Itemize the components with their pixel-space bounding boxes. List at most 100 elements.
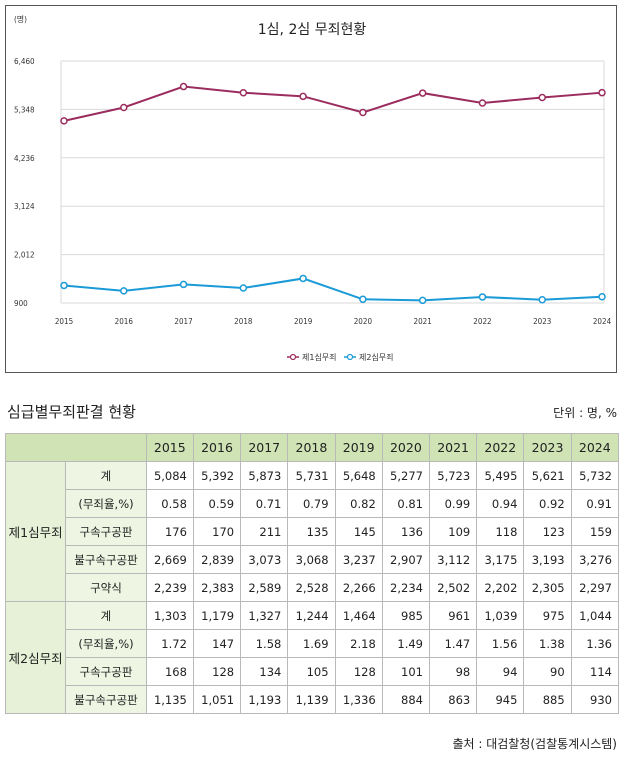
x-tick-label: 2021: [414, 317, 432, 326]
table-cell: 5,084: [145, 461, 194, 490]
table-cell: 1.69: [287, 629, 336, 658]
x-tick-label: 2022: [473, 317, 491, 326]
table-cell: 1,303: [145, 601, 194, 630]
row-label: 구속구공판: [65, 657, 147, 686]
year-header: 2022: [476, 433, 525, 462]
table-row: 제1심무죄 계 5,084 5,392 5,873 5,731 5,648 5,277 5,72…: [4, 461, 620, 602]
table-row: 제2심무죄 계 1,303 1,179 1,327 1,244 1,464 985 961 1,0…: [4, 601, 620, 714]
table-cell: 1,179: [192, 601, 242, 630]
data-point: [538, 93, 546, 102]
x-tick-label: 2024: [593, 317, 612, 326]
table-row: 구약식 2,239 2,383 2,589 2,528 2,266 2,234 2,502 2,…: [6, 573, 620, 602]
table-cell: 2,383: [192, 573, 242, 602]
table-cell: 2,297: [570, 573, 620, 602]
year-header: 2018: [287, 433, 336, 462]
table-cell: 2,234: [381, 573, 430, 602]
data-point: [598, 88, 606, 97]
table-cell: 2,669: [145, 545, 194, 574]
table-cell: 863: [428, 685, 478, 714]
table-row: (무죄율,%) 0.58 0.59 0.71 0.79 0.82 0.81 0.99 0.94 0…: [6, 489, 620, 518]
year-header: 2017: [240, 433, 289, 462]
table-cell: 109: [428, 517, 478, 546]
table-cell: 1.36: [570, 629, 620, 658]
data-point: [239, 88, 248, 97]
y-unit-label: (명): [14, 14, 27, 24]
table-cell: 123: [523, 517, 572, 546]
x-tick-label: 2017: [174, 317, 192, 326]
table-cell: 128: [334, 657, 383, 686]
data-point: [478, 293, 487, 301]
table-cell: 1,193: [240, 685, 289, 714]
table-cell: 159: [570, 517, 620, 546]
data-point: [179, 82, 188, 91]
table-cell: 0.59: [192, 489, 242, 518]
x-tick-label: 2019: [294, 317, 313, 326]
legend-marker-1: [289, 353, 297, 361]
data-point: [60, 281, 68, 290]
table-header-row: 2015 2016 2017 2018 2019 2020 2021 2022 2023 2024: [5, 433, 620, 462]
table-cell: 1,135: [145, 685, 194, 714]
table-cell: 1.38: [523, 629, 572, 658]
table-cell: 0.79: [287, 489, 336, 518]
table-row: 불구속구공판 1,135 1,051 1,193 1,139 1,336 884 863 945…: [6, 685, 620, 714]
group-label: 제1심무죄: [4, 461, 67, 602]
table-cell: 211: [240, 517, 289, 546]
row-label: 계: [65, 461, 147, 490]
data-point: [299, 92, 307, 101]
series-line-1: [63, 85, 603, 122]
table-cell: 147: [192, 629, 242, 658]
y-tick-label: 900: [14, 299, 28, 308]
table-cell: 145: [334, 517, 383, 546]
table-cell: 945: [476, 685, 525, 714]
header-blank-cell: [5, 433, 147, 462]
data-point: [120, 287, 128, 295]
table-cell: 2,839: [192, 545, 242, 574]
group-label: 제2심무죄: [4, 601, 67, 714]
table-cell: 1,464: [334, 601, 383, 630]
table-cell: 930: [570, 685, 620, 714]
table-cell: 1.47: [428, 629, 478, 658]
table-cell: 0.71: [240, 489, 289, 518]
line-chart: (명) 1심, 2심 무죄현황 900 2,012 3,124 4,236 5,348 6,4…: [14, 14, 612, 362]
table-cell: 1,051: [192, 685, 242, 714]
row-label: (무죄율,%): [65, 629, 147, 658]
x-tick-label: 2020: [354, 317, 373, 326]
table-cell: 5,873: [240, 461, 289, 490]
legend-label-2: 제2심무죄: [359, 352, 394, 362]
data-point: [418, 89, 427, 97]
data-point: [538, 295, 546, 304]
row-label: 불구속구공판: [65, 545, 147, 574]
table-cell: 1,039: [476, 601, 525, 630]
source-note: 출처 : 대검찰청(검찰통계시스템): [452, 737, 617, 751]
table-cell: 5,277: [381, 461, 430, 490]
data-point: [120, 103, 128, 112]
table-cell: 985: [381, 601, 430, 630]
table-cell: 170: [192, 517, 242, 546]
table-cell: 3,175: [476, 545, 525, 574]
year-header: 2023: [523, 433, 572, 462]
table-cell: 1,139: [287, 685, 336, 714]
x-tick-label: 2023: [533, 317, 551, 326]
table-cell: 90: [523, 657, 572, 686]
table-cell: 168: [145, 657, 194, 686]
data-point: [299, 274, 307, 283]
series-line-2: [63, 277, 603, 302]
table-cell: 0.94: [476, 489, 525, 518]
table-cell: 94: [476, 657, 525, 686]
x-tick-label: 2016: [115, 317, 134, 326]
table-cell: 5,723: [428, 461, 478, 490]
table-cell: 2,502: [428, 573, 478, 602]
table-cell: 2,305: [523, 573, 572, 602]
table-cell: 114: [570, 657, 620, 686]
table-cell: 134: [240, 657, 289, 686]
table-cell: 5,392: [192, 461, 242, 490]
table-cell: 1,327: [240, 601, 289, 630]
table-cell: 3,073: [240, 545, 289, 574]
row-label: 불구속구공판: [65, 685, 147, 714]
table-cell: 0.92: [523, 489, 572, 518]
data-point: [478, 99, 487, 107]
table-cell: 5,731: [287, 461, 336, 490]
y-tick-label: 2,012: [14, 251, 35, 260]
row-label: 구속구공판: [65, 517, 147, 546]
table-unit: 단위 : 명, %: [553, 406, 617, 420]
